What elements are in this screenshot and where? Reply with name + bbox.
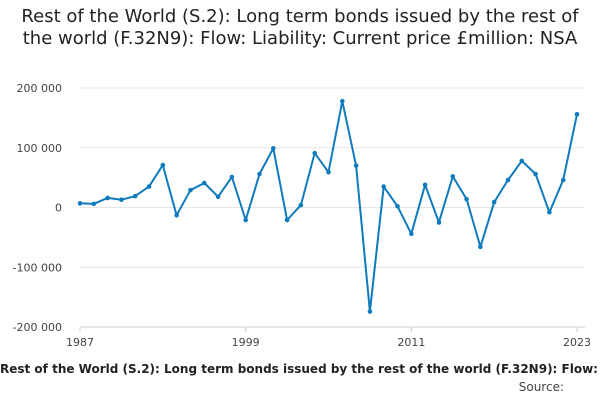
data-point[interactable] xyxy=(270,146,276,151)
data-point[interactable] xyxy=(201,180,207,186)
data-point[interactable] xyxy=(174,212,179,218)
y-tick-label: 0 xyxy=(55,202,62,215)
axes: 200 000 100 000 0 -100 000 -200 000 1987 1999 2… xyxy=(13,82,591,349)
data-point[interactable] xyxy=(547,209,552,215)
data-point[interactable] xyxy=(574,111,580,117)
series-line xyxy=(79,100,578,313)
data-point[interactable] xyxy=(105,195,110,201)
data-point[interactable] xyxy=(91,201,97,207)
data-point[interactable] xyxy=(229,174,235,180)
data-point[interactable] xyxy=(436,220,442,225)
y-tick-label: -100 000 xyxy=(13,261,62,274)
y-tick-label: 100 000 xyxy=(17,142,63,155)
data-point[interactable] xyxy=(409,231,414,237)
data-point[interactable] xyxy=(491,199,497,205)
data-point[interactable] xyxy=(188,187,193,193)
series xyxy=(77,98,580,314)
data-point[interactable] xyxy=(312,150,317,156)
data-point[interactable] xyxy=(284,217,290,223)
data-point[interactable] xyxy=(533,171,538,177)
data-point[interactable] xyxy=(257,171,262,177)
data-point[interactable] xyxy=(243,217,248,223)
data-point[interactable] xyxy=(146,184,152,189)
y-tick-label: 200 000 xyxy=(17,82,63,95)
data-point[interactable] xyxy=(422,182,428,188)
chart-title: Rest of the World (S.2): Long term bonds… xyxy=(21,6,579,49)
data-point[interactable] xyxy=(215,194,221,200)
x-tick-label: 1999 xyxy=(232,336,260,349)
data-point[interactable] xyxy=(77,201,83,206)
source-label: Source: xyxy=(518,380,564,394)
series-legend-label: Rest of the World (S.2): Long term bonds… xyxy=(0,362,600,376)
data-point[interactable] xyxy=(505,177,511,183)
x-tick-label: 2011 xyxy=(397,336,425,349)
y-tick-label: -200 000 xyxy=(13,321,62,334)
data-point[interactable] xyxy=(340,98,345,104)
data-point[interactable] xyxy=(478,244,483,250)
data-point[interactable] xyxy=(298,202,304,208)
data-point[interactable] xyxy=(119,197,124,203)
data-point[interactable] xyxy=(160,162,166,168)
data-point[interactable] xyxy=(519,158,525,164)
gridlines xyxy=(80,87,585,328)
data-point[interactable] xyxy=(326,169,331,175)
data-point[interactable] xyxy=(464,196,469,202)
data-point[interactable] xyxy=(381,184,387,189)
data-point[interactable] xyxy=(132,193,138,199)
data-point[interactable] xyxy=(560,177,566,183)
data-point[interactable] xyxy=(395,204,400,209)
data-point[interactable] xyxy=(367,309,373,314)
x-tick-label: 1987 xyxy=(66,336,94,349)
data-point[interactable] xyxy=(450,174,456,179)
x-tick-label: 2023 xyxy=(563,336,591,349)
data-point[interactable] xyxy=(353,163,359,168)
